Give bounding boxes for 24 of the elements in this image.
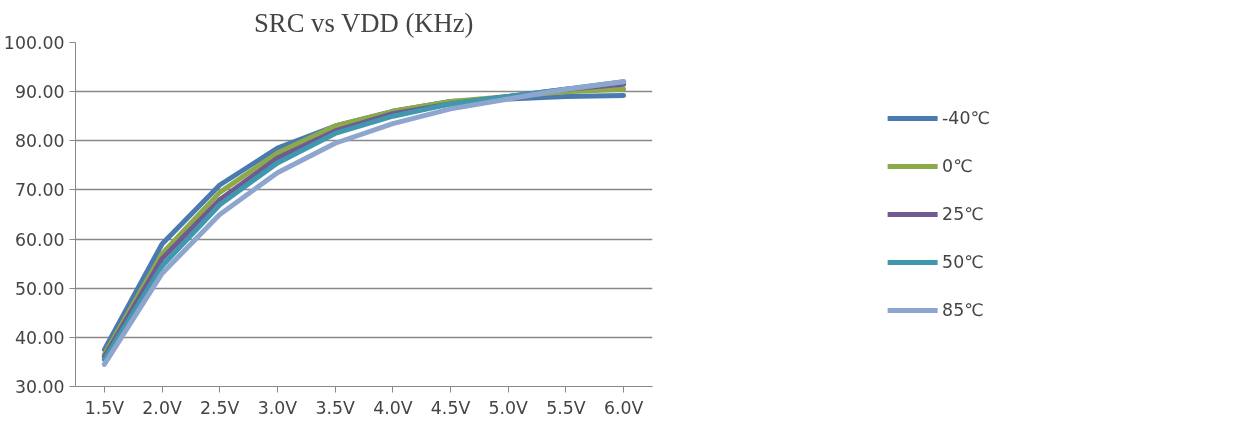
y-tick-label: 70.00 — [14, 180, 65, 201]
x-tick-label: 4.0V — [373, 397, 413, 418]
y-tick-label: 90.00 — [14, 82, 65, 103]
x-tick-label: 3.0V — [257, 397, 298, 418]
x-tick-label: 4.5V — [430, 397, 471, 418]
y-tick-label: 40.00 — [14, 327, 65, 348]
x-tick-label: 5.5V — [546, 397, 586, 418]
legend-label: 25℃ — [942, 204, 984, 224]
x-tick-label: 2.5V — [200, 397, 240, 418]
x-tick-label: 6.0V — [603, 397, 644, 418]
legend-label: -40℃ — [942, 108, 990, 128]
x-tick-label: 2.0V — [142, 397, 182, 418]
x-tick-label: 5.0V — [488, 397, 529, 418]
chart-title: SRC vs VDD (KHz) — [254, 7, 474, 38]
legend-label: 50℃ — [942, 252, 984, 272]
y-tick-label: 60.00 — [14, 229, 65, 250]
y-tick-label: 80.00 — [14, 131, 65, 152]
y-tick-label: 50.00 — [14, 278, 65, 299]
x-tick-label: 1.5V — [84, 397, 125, 418]
y-tick-label: 30.00 — [14, 377, 65, 397]
x-tick-label: 3.5V — [315, 397, 355, 418]
y-tick-label: 100.00 — [3, 33, 65, 53]
legend-label: 0℃ — [942, 156, 973, 176]
legend-label: 85℃ — [942, 300, 984, 320]
